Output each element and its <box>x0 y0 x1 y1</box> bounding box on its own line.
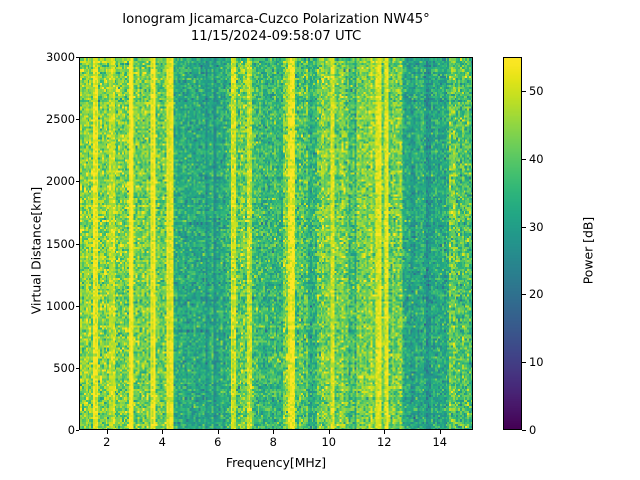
colorbar-tick-mark <box>522 294 526 296</box>
x-tick-label: 4 <box>158 435 166 449</box>
colorbar-gradient <box>504 58 521 429</box>
y-tick-label: 500 <box>53 360 75 375</box>
colorbar-tick-label: 40 <box>529 151 544 166</box>
x-tick-mark <box>162 430 164 434</box>
x-tick-label: 10 <box>321 435 336 449</box>
y-tick-mark <box>75 305 79 307</box>
y-tick-mark <box>75 430 79 431</box>
y-tick-label: 0 <box>67 423 75 437</box>
y-axis-label: Virtual Distance[km] <box>28 186 44 315</box>
colorbar-tick-label: 50 <box>529 83 544 98</box>
ionogram-heatmap-canvas <box>80 58 472 429</box>
y-tick-mark <box>75 367 79 369</box>
colorbar-tick-label: 20 <box>529 287 544 302</box>
page-title: Ionogram Jicamarca-Cuzco Polarization NW… <box>0 12 552 45</box>
y-tick-label: 1500 <box>46 236 75 251</box>
x-axis-label: Frequency[MHz] <box>225 455 327 470</box>
x-tick-mark <box>439 430 441 434</box>
colorbar-tick-mark <box>522 226 526 228</box>
colorbar-tick-label: 30 <box>529 219 544 234</box>
ionogram-plot-area <box>79 57 473 430</box>
x-tick-label: 14 <box>432 435 447 449</box>
title-line-2: 11/15/2024-09:58:07 UTC <box>190 28 362 44</box>
y-tick-label: 1000 <box>46 298 75 313</box>
colorbar-tick-label: 10 <box>529 355 544 370</box>
x-tick-mark <box>106 430 108 434</box>
y-tick-label: 2000 <box>46 174 75 189</box>
y-tick-label: 3000 <box>46 50 75 64</box>
x-tick-label: 12 <box>376 435 392 449</box>
x-tick-mark <box>217 430 219 434</box>
colorbar-label: Power [dB] <box>580 216 596 285</box>
y-tick-label: 2500 <box>46 112 75 127</box>
x-tick-mark <box>273 430 275 434</box>
colorbar-tick-mark <box>522 90 526 92</box>
x-tick-mark <box>384 430 386 434</box>
x-tick-label: 2 <box>103 435 111 449</box>
x-tick-mark <box>328 430 330 434</box>
colorbar-tick-mark <box>522 158 526 160</box>
colorbar-tick-mark <box>522 430 526 431</box>
y-tick-mark <box>75 119 79 121</box>
y-tick-mark <box>75 181 79 183</box>
x-tick-label: 8 <box>269 435 277 449</box>
colorbar-tick-label: 0 <box>529 423 537 437</box>
x-tick-label: 6 <box>214 435 222 449</box>
colorbar-tick-mark <box>522 362 526 364</box>
colorbar <box>503 57 522 430</box>
title-line-1: Ionogram Jicamarca-Cuzco Polarization NW… <box>122 12 430 27</box>
y-tick-mark <box>75 243 79 245</box>
y-tick-mark <box>75 57 79 58</box>
